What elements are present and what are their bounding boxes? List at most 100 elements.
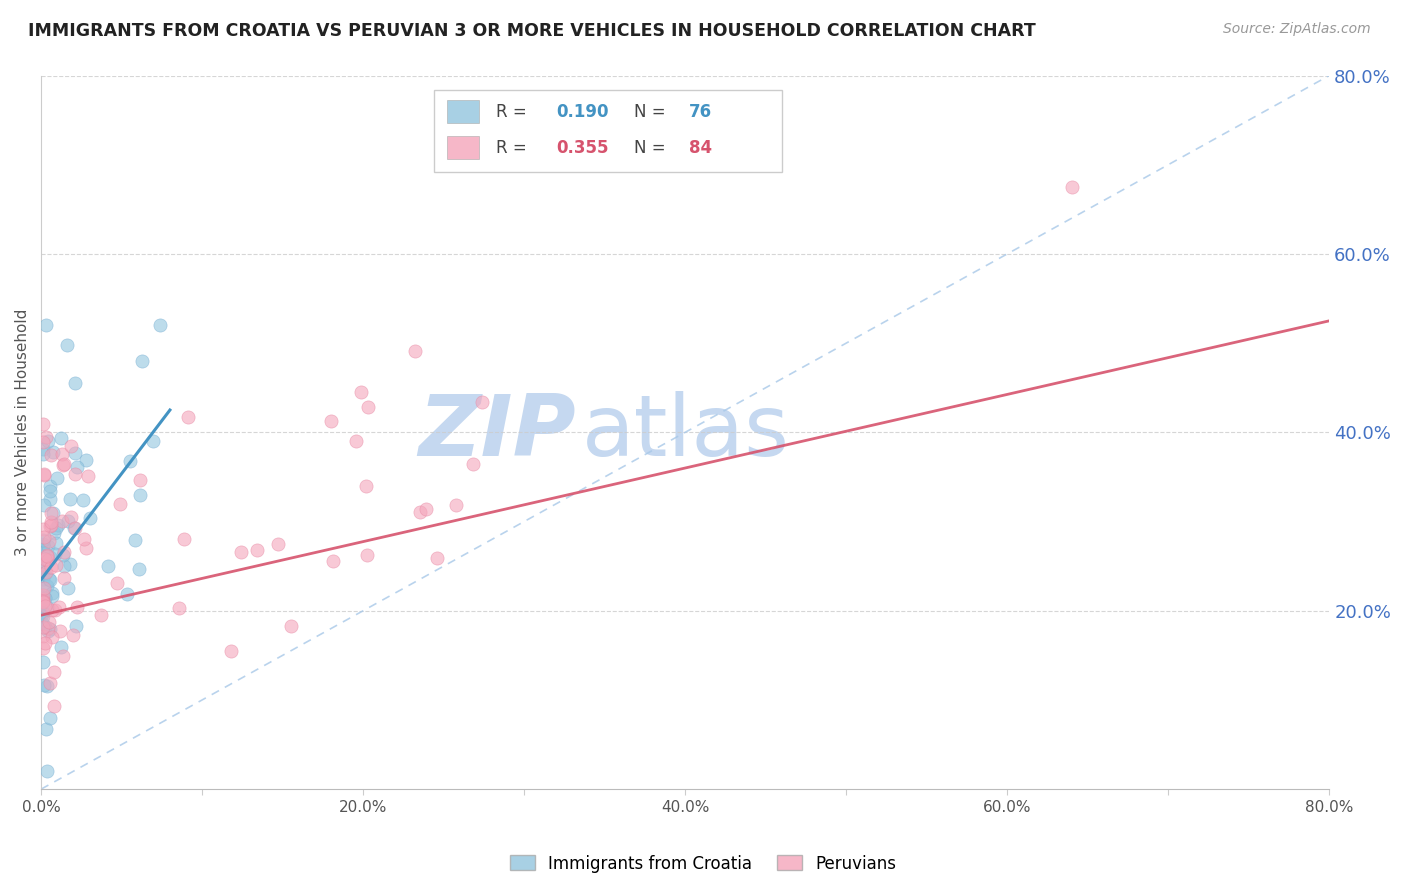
- Point: [52, 649, 75, 664]
- Point: [37, 548, 59, 562]
- Point: [56, 338, 79, 352]
- Point: [31, 572, 53, 586]
- Point: [45, 558, 67, 572]
- Point: [73, 533, 96, 547]
- Point: [34, 565, 56, 579]
- Point: [59, 491, 82, 506]
- Point: [51, 515, 73, 529]
- Point: [32, 447, 55, 461]
- Point: [58, 514, 80, 528]
- Point: [31, 594, 53, 608]
- Point: [105, 575, 128, 590]
- Point: [42, 525, 65, 540]
- Point: [354, 479, 377, 493]
- Point: [34, 599, 56, 614]
- Point: [72, 493, 94, 508]
- Point: [38, 519, 60, 533]
- Point: [118, 454, 141, 468]
- Point: [37, 621, 59, 635]
- Point: [37, 539, 59, 553]
- Point: [31, 581, 53, 595]
- Point: [415, 502, 437, 516]
- Point: [41, 631, 63, 645]
- Point: [31, 542, 53, 557]
- Point: [344, 434, 367, 449]
- Text: R =: R =: [496, 138, 531, 157]
- Point: [38, 676, 60, 690]
- Text: atlas: atlas: [582, 391, 790, 474]
- Point: [77, 469, 100, 483]
- Point: [34, 551, 56, 566]
- Point: [38, 572, 60, 586]
- Text: Source: ZipAtlas.com: Source: ZipAtlas.com: [1223, 22, 1371, 37]
- Text: 76: 76: [689, 103, 713, 121]
- Point: [56, 581, 79, 595]
- Point: [52, 545, 75, 559]
- Point: [31, 620, 53, 634]
- Point: [32, 467, 55, 482]
- Point: [63, 467, 86, 482]
- Point: [59, 558, 82, 572]
- FancyBboxPatch shape: [434, 90, 782, 172]
- Text: R =: R =: [496, 103, 531, 121]
- Point: [39, 483, 62, 498]
- Point: [350, 385, 373, 400]
- Point: [128, 562, 150, 576]
- Point: [41, 589, 63, 603]
- Point: [124, 533, 146, 547]
- Point: [38, 615, 60, 629]
- Point: [75, 452, 97, 467]
- Point: [149, 318, 172, 333]
- Point: [167, 600, 190, 615]
- Point: [31, 655, 53, 669]
- Point: [75, 541, 97, 556]
- Point: [32, 678, 55, 692]
- Point: [35, 679, 58, 693]
- Point: [37, 601, 59, 615]
- Point: [31, 566, 53, 580]
- Point: [356, 548, 378, 562]
- Text: N =: N =: [634, 138, 671, 157]
- Point: [37, 549, 59, 564]
- Point: [38, 534, 60, 549]
- Point: [108, 497, 131, 511]
- Point: [176, 409, 198, 424]
- Point: [35, 764, 58, 779]
- Point: [31, 640, 53, 655]
- Point: [39, 506, 62, 520]
- Point: [59, 509, 82, 524]
- Point: [52, 570, 75, 584]
- Point: [1060, 180, 1083, 194]
- Point: [41, 603, 63, 617]
- Point: [53, 457, 76, 471]
- Point: [31, 628, 53, 642]
- Point: [42, 506, 65, 520]
- Text: 0.190: 0.190: [557, 103, 609, 121]
- Text: 0.355: 0.355: [557, 138, 609, 157]
- Point: [34, 318, 56, 333]
- Point: [44, 603, 66, 617]
- Point: [34, 566, 56, 581]
- Point: [129, 488, 152, 502]
- Point: [129, 473, 152, 487]
- Point: [219, 644, 242, 658]
- Point: [470, 394, 492, 409]
- Point: [32, 533, 55, 548]
- Point: [31, 417, 53, 431]
- Point: [31, 595, 53, 609]
- Point: [31, 607, 53, 621]
- Point: [31, 588, 53, 602]
- Point: [53, 558, 76, 573]
- Point: [63, 521, 86, 535]
- Point: [409, 505, 432, 519]
- Point: [32, 537, 55, 551]
- Point: [90, 608, 112, 623]
- FancyBboxPatch shape: [447, 101, 479, 123]
- Text: IMMIGRANTS FROM CROATIA VS PERUVIAN 3 OR MORE VEHICLES IN HOUSEHOLD CORRELATION : IMMIGRANTS FROM CROATIA VS PERUVIAN 3 OR…: [28, 22, 1036, 40]
- Y-axis label: 3 or more Vehicles in Household: 3 or more Vehicles in Household: [15, 309, 30, 556]
- Point: [34, 468, 56, 483]
- Point: [59, 439, 82, 453]
- Point: [34, 620, 56, 634]
- Point: [32, 617, 55, 632]
- Point: [79, 511, 101, 525]
